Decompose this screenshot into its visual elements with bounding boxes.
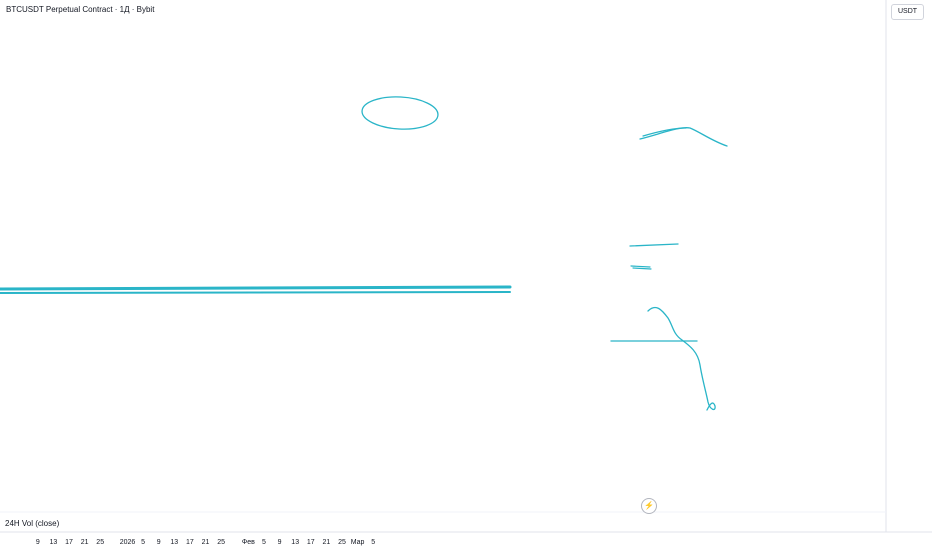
drawn-line[interactable] [629,243,679,247]
x-tick-label: 17 [65,539,73,546]
drawn-scribble[interactable] [630,265,652,270]
x-tick-label: 5 [262,539,266,546]
drawn-line[interactable] [0,291,511,294]
x-tick-label: Мар [351,539,365,546]
drawings-group[interactable] [0,95,728,411]
x-tick-label: 21 [202,539,210,546]
x-tick-label: 2026 [120,539,136,546]
x-tick-label: 9 [278,539,282,546]
x-tick-label: 17 [186,539,194,546]
x-tick-label: 21 [81,539,89,546]
drawn-curve[interactable] [647,306,716,411]
x-tick-label: 25 [338,539,346,546]
x-tick-label: 25 [217,539,225,546]
x-tick-label: 9 [36,539,40,546]
x-tick-label: 9 [157,539,161,546]
x-tick-label: Фев [242,539,255,546]
x-tick-label: 17 [307,539,315,546]
x-tick-label: 21 [323,539,331,546]
drawn-ellipse[interactable] [361,95,439,131]
x-tick-label: 5 [371,539,375,546]
drawn-curve[interactable] [639,127,728,147]
lightning-icon[interactable]: ⚡ [641,498,657,514]
x-tick-label: 25 [96,539,104,546]
drawn-curve[interactable] [642,127,687,137]
drawn-line[interactable] [0,285,512,291]
volume-indicator-label: 24H Vol (close) [5,519,60,528]
x-tick-label: 13 [170,539,178,546]
x-tick-label: 13 [50,539,58,546]
currency-unit-button[interactable]: USDT [891,4,924,20]
x-tick-label: 13 [291,539,299,546]
x-tick-label: 5 [141,539,145,546]
chart-title: BTCUSDT Perpetual Contract · 1Д · Bybit [6,5,155,14]
